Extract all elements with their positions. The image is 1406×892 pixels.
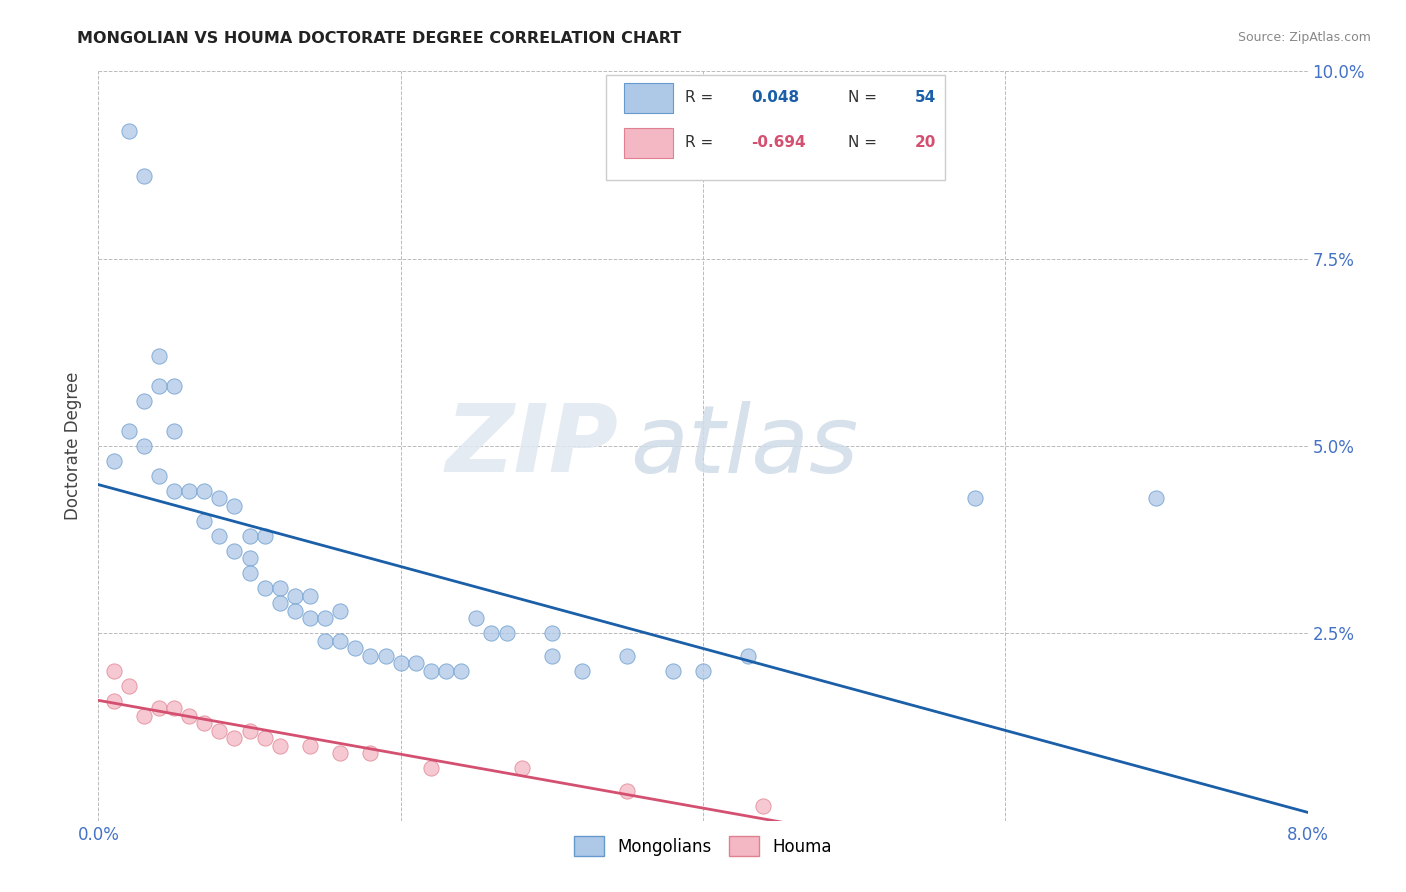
Point [360, 746, 382, 760]
Point [163, 424, 186, 438]
Point [299, 611, 322, 625]
Point [132, 169, 155, 184]
Text: MONGOLIAN VS HOUMA DOCTORATE DEGREE CORRELATION CHART: MONGOLIAN VS HOUMA DOCTORATE DEGREE CORR… [77, 31, 682, 46]
Point [344, 641, 367, 656]
Text: -0.694: -0.694 [751, 135, 806, 150]
Point [1146, 491, 1168, 506]
Point [284, 604, 307, 618]
Point [540, 648, 562, 663]
Point [163, 379, 186, 393]
Point [299, 739, 322, 753]
Point [269, 596, 291, 610]
Point [692, 664, 714, 678]
Point [163, 483, 186, 498]
Point [208, 529, 231, 543]
Point [314, 633, 336, 648]
Text: Source: ZipAtlas.com: Source: ZipAtlas.com [1237, 31, 1371, 45]
Point [132, 708, 155, 723]
Point [405, 657, 427, 671]
Point [239, 529, 262, 543]
Point [224, 544, 246, 558]
Point [179, 708, 201, 723]
Point [103, 664, 125, 678]
Point [148, 701, 170, 715]
Point [661, 664, 683, 678]
Text: R =: R = [685, 90, 718, 105]
Point [179, 483, 201, 498]
Point [420, 761, 443, 775]
FancyBboxPatch shape [624, 83, 672, 112]
Point [360, 648, 382, 663]
Point [481, 626, 503, 640]
Point [571, 664, 593, 678]
Text: N =: N = [848, 90, 882, 105]
Point [239, 551, 262, 566]
Point [239, 723, 262, 738]
Point [193, 716, 215, 731]
Point [616, 648, 638, 663]
FancyBboxPatch shape [624, 128, 672, 158]
Point [752, 798, 775, 813]
Point [239, 566, 262, 581]
Point [253, 731, 276, 746]
Point [284, 589, 307, 603]
Text: ZIP: ZIP [446, 400, 619, 492]
Point [329, 604, 352, 618]
Point [420, 664, 443, 678]
Point [132, 439, 155, 453]
FancyBboxPatch shape [606, 75, 945, 180]
Point [103, 454, 125, 468]
Point [224, 731, 246, 746]
Point [314, 611, 336, 625]
Point [450, 664, 472, 678]
Point [965, 491, 987, 506]
Point [434, 664, 457, 678]
Text: N =: N = [848, 135, 882, 150]
Point [737, 648, 759, 663]
Point [329, 633, 352, 648]
Point [208, 491, 231, 506]
Text: R =: R = [685, 135, 718, 150]
Point [193, 483, 215, 498]
Y-axis label: Doctorate Degree: Doctorate Degree [65, 372, 83, 520]
Point [616, 783, 638, 797]
Point [163, 701, 186, 715]
Legend: Mongolians, Houma: Mongolians, Houma [567, 828, 839, 864]
Text: 54: 54 [915, 90, 936, 105]
Point [253, 529, 276, 543]
Point [148, 379, 170, 393]
Point [269, 739, 291, 753]
Point [208, 723, 231, 738]
Point [465, 611, 488, 625]
Point [103, 694, 125, 708]
Point [253, 582, 276, 596]
Point [118, 124, 141, 138]
Point [118, 424, 141, 438]
Point [374, 648, 396, 663]
Text: 0.048: 0.048 [751, 90, 800, 105]
Point [148, 349, 170, 363]
Point [540, 626, 562, 640]
Text: atlas: atlas [630, 401, 859, 491]
Point [389, 657, 412, 671]
Point [495, 626, 517, 640]
Point [299, 589, 322, 603]
Text: 20: 20 [915, 135, 936, 150]
Point [329, 746, 352, 760]
Point [148, 469, 170, 483]
Point [510, 761, 533, 775]
Point [118, 679, 141, 693]
Point [132, 394, 155, 409]
Point [193, 514, 215, 528]
Point [224, 499, 246, 513]
Point [269, 582, 291, 596]
